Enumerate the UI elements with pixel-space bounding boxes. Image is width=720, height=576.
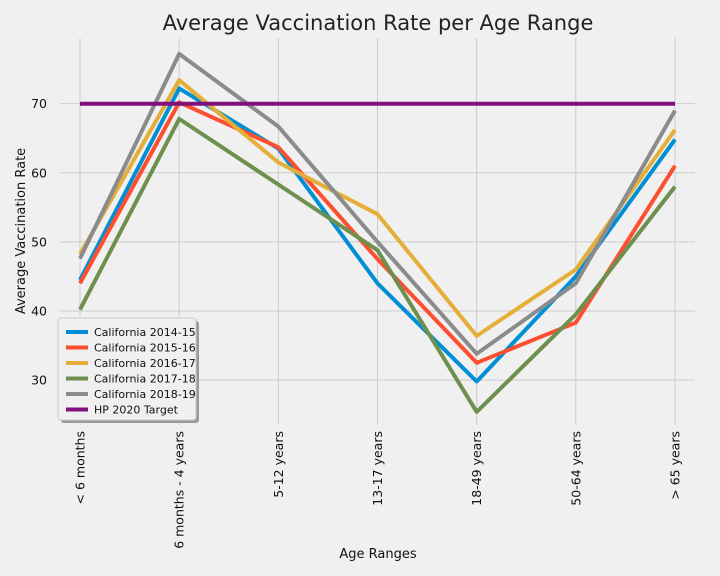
series-line-california-2017-18 <box>78 116 677 414</box>
legend-label: California 2015-16 <box>94 342 196 355</box>
chart-title: Average Vaccination Rate per Age Range <box>163 11 594 35</box>
x-tick-label: 18-49 years <box>469 431 484 506</box>
x-axis-ticks: < 6 months 6 months - 4 years 5-12 years 13… <box>73 431 683 549</box>
y-tick-label: 30 <box>31 373 47 388</box>
y-tick-label: 70 <box>31 96 47 111</box>
legend-label: California 2016-17 <box>94 357 196 370</box>
y-axis-label: Average Vaccination Rate <box>14 148 29 314</box>
series-line-california-2018-19 <box>78 51 677 356</box>
series-line-california-2016-17 <box>78 78 677 338</box>
x-tick-label: > 65 years <box>668 431 683 500</box>
x-tick-label: 5-12 years <box>271 431 286 498</box>
series-lines <box>78 51 677 414</box>
legend-label: HP 2020 Target <box>94 404 179 417</box>
y-tick-label: 60 <box>31 165 47 180</box>
legend: California 2014-15 California 2015-16 Cali… <box>57 317 199 423</box>
x-axis-label: Age Ranges <box>339 547 416 562</box>
x-tick-label: < 6 months <box>73 431 88 504</box>
y-axis-ticks: 30 40 50 60 70 <box>31 96 47 387</box>
legend-label: California 2014-15 <box>94 326 196 339</box>
x-tick-label: 6 months - 4 years <box>172 431 187 549</box>
series-line-california-2014-15 <box>78 86 677 384</box>
legend-box <box>57 317 197 421</box>
legend-label: California 2018-19 <box>94 388 196 401</box>
x-tick-label: 50-64 years <box>568 431 583 506</box>
legend-label: California 2017-18 <box>94 373 196 386</box>
y-tick-label: 50 <box>31 234 47 249</box>
x-tick-label: 13-17 years <box>370 431 385 506</box>
y-tick-label: 40 <box>31 303 47 318</box>
